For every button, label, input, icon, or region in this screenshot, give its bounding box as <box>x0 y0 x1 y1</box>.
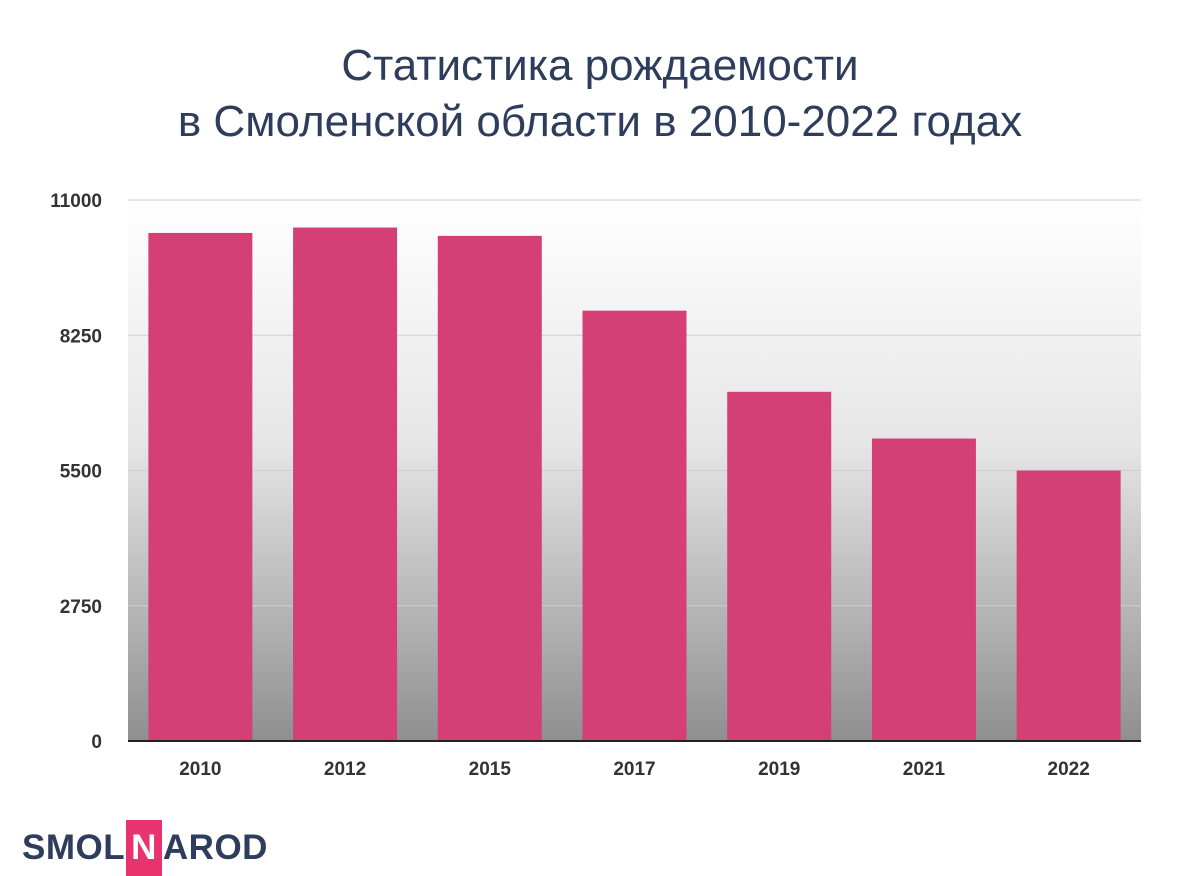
bar-2019 <box>727 391 832 741</box>
x-tick-label: 2021 <box>903 759 946 780</box>
bar-2017 <box>582 310 687 741</box>
logo-badge-n: N <box>126 820 162 876</box>
y-axis-labels: 0 2750 5500 8250 11000 <box>50 191 102 753</box>
x-tick-label: 2019 <box>758 759 800 780</box>
bar-2012 <box>293 227 398 742</box>
x-tick-label: 2012 <box>324 759 366 780</box>
x-tick-label: 2015 <box>469 759 512 780</box>
logo-text-arod: AROD <box>162 828 268 867</box>
y-tick-label: 0 <box>91 732 102 753</box>
bar-2015 <box>437 235 542 742</box>
y-tick-label: 8250 <box>60 326 102 347</box>
bar-2022 <box>1016 470 1121 741</box>
logo-text-smol: SMOL <box>22 828 126 867</box>
bars <box>148 227 1121 742</box>
chart-title: Статистика рождаемости в Смоленской обла… <box>0 38 1200 150</box>
y-tick-label: 11000 <box>50 191 102 212</box>
x-tick-label: 2010 <box>179 759 221 780</box>
bar-2010 <box>148 232 253 741</box>
bar-2021 <box>871 438 976 741</box>
x-tick-label: 2022 <box>1048 759 1090 780</box>
chart-title-line-1: Статистика рождаемости <box>341 41 859 90</box>
x-tick-label: 2017 <box>613 759 655 780</box>
y-tick-label: 2750 <box>60 597 102 618</box>
chart-title-line-2: в Смоленской области в 2010-2022 годах <box>177 97 1023 146</box>
smolnarod-logo: SMOL N AROD <box>22 820 268 876</box>
x-axis-labels: 2010 2012 2015 2017 2019 2021 2022 <box>179 759 1090 780</box>
y-tick-label: 5500 <box>60 462 102 483</box>
